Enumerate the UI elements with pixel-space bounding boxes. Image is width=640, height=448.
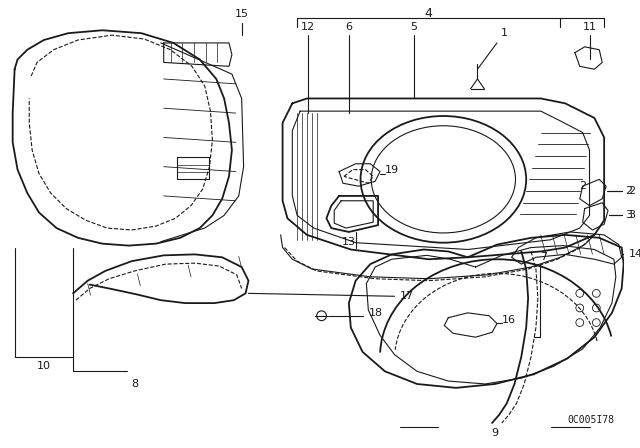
- Text: 6: 6: [346, 22, 353, 32]
- Text: 16: 16: [502, 314, 516, 325]
- Text: 9: 9: [492, 428, 499, 438]
- Text: 2: 2: [625, 186, 633, 196]
- Text: 7: 7: [540, 252, 547, 262]
- Text: 10: 10: [37, 362, 51, 371]
- Text: 3: 3: [625, 211, 632, 220]
- Text: 13: 13: [342, 237, 356, 247]
- Text: 12: 12: [301, 22, 315, 32]
- Text: 2: 2: [579, 181, 586, 191]
- Text: 1: 1: [501, 28, 508, 38]
- Text: 15: 15: [235, 9, 249, 19]
- Text: 18: 18: [369, 308, 383, 318]
- Text: 17: 17: [399, 291, 413, 301]
- Text: 11: 11: [582, 22, 596, 32]
- Text: 5: 5: [411, 22, 418, 32]
- Text: 3: 3: [628, 211, 636, 220]
- Text: 19: 19: [385, 164, 399, 175]
- Text: 8: 8: [131, 379, 138, 389]
- Text: 2: 2: [628, 186, 636, 196]
- Text: 0C005I78: 0C005I78: [567, 415, 614, 425]
- Text: 4: 4: [425, 7, 433, 20]
- Text: 14: 14: [628, 250, 640, 259]
